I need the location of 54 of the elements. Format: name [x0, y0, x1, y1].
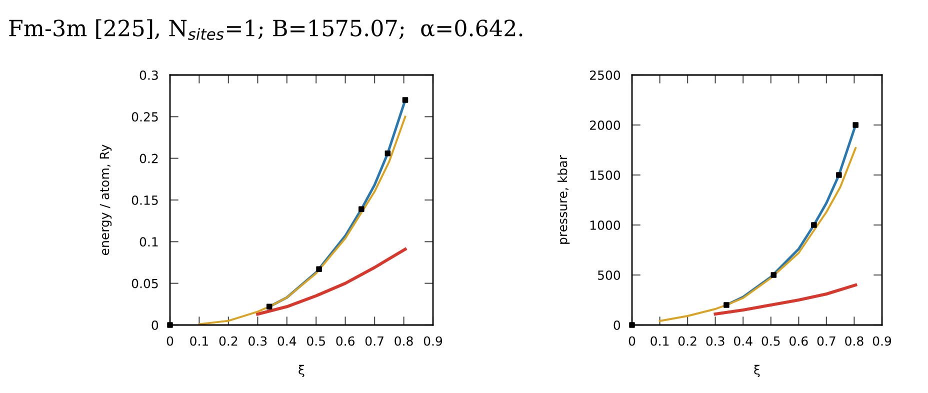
point: [629, 322, 635, 328]
point: [402, 97, 408, 103]
x-tick-label: 0.6: [336, 336, 354, 346]
point: [811, 222, 817, 228]
x-tick-label: 0: [166, 336, 174, 346]
point: [836, 172, 842, 178]
x-tick-label: 0.1: [650, 336, 669, 346]
point: [358, 206, 364, 212]
x-tick-label: 0.7: [365, 336, 384, 346]
x-tick-label: 0.9: [872, 336, 892, 346]
y-axis-title: pressure, kbar: [558, 155, 570, 244]
line-series: [658, 147, 857, 322]
point: [384, 150, 391, 156]
x-tick-label: 0.3: [248, 336, 267, 346]
x-tick-label: 0.3: [706, 336, 724, 346]
x-tick-label: 0.7: [817, 336, 836, 346]
y-tick-label: 0.25: [132, 112, 158, 122]
x-axis-title: ξ: [298, 364, 304, 377]
x-tick-label: 0.4: [734, 336, 752, 346]
point: [316, 266, 322, 272]
point: [724, 302, 730, 308]
point: [167, 322, 173, 328]
y-tick-label: 0.2: [140, 154, 158, 164]
x-tick-label: 0.8: [394, 336, 413, 346]
y-tick-label: 1500: [590, 170, 620, 180]
x-tick-label: 0.4: [278, 336, 296, 346]
y-tick-label: 1000: [590, 220, 620, 230]
x-tick-label: 0.9: [424, 336, 442, 346]
y-tick-label: 0.15: [132, 195, 158, 205]
line-series: [714, 283, 858, 316]
point: [266, 304, 272, 310]
y-tick-label: 2500: [590, 70, 620, 80]
x-tick-label: 0.5: [306, 336, 325, 346]
x-tick-label: 0.6: [790, 336, 808, 346]
y-tick-label: 0.1: [140, 237, 158, 247]
x-tick-label: 0.8: [845, 336, 864, 346]
y-tick-label: 0.3: [140, 70, 158, 80]
x-tick-label: 0.2: [678, 336, 696, 346]
y-tick-label: 2000: [590, 120, 620, 130]
y-tick-label: 0.05: [132, 278, 158, 288]
x-tick-label: 0.2: [219, 336, 238, 346]
point: [770, 272, 777, 278]
x-tick-label: 0.1: [190, 336, 208, 346]
x-axis-title: ξ: [754, 364, 760, 377]
chart-title: Fm-3m [225], N$_{sites}$=1; B=1575.07; α=0.642.: [9, 19, 522, 40]
y-tick-label: 500: [598, 270, 620, 280]
x-tick-label: 0: [628, 336, 636, 346]
point: [852, 122, 858, 128]
y-tick-label: 0: [614, 320, 620, 330]
x-tick-label: 0.5: [762, 336, 780, 346]
line-series: [198, 116, 406, 325]
y-axis-title: energy / atom, Ry: [100, 144, 112, 256]
y-tick-label: 0: [152, 320, 158, 330]
line-series: [256, 248, 407, 316]
